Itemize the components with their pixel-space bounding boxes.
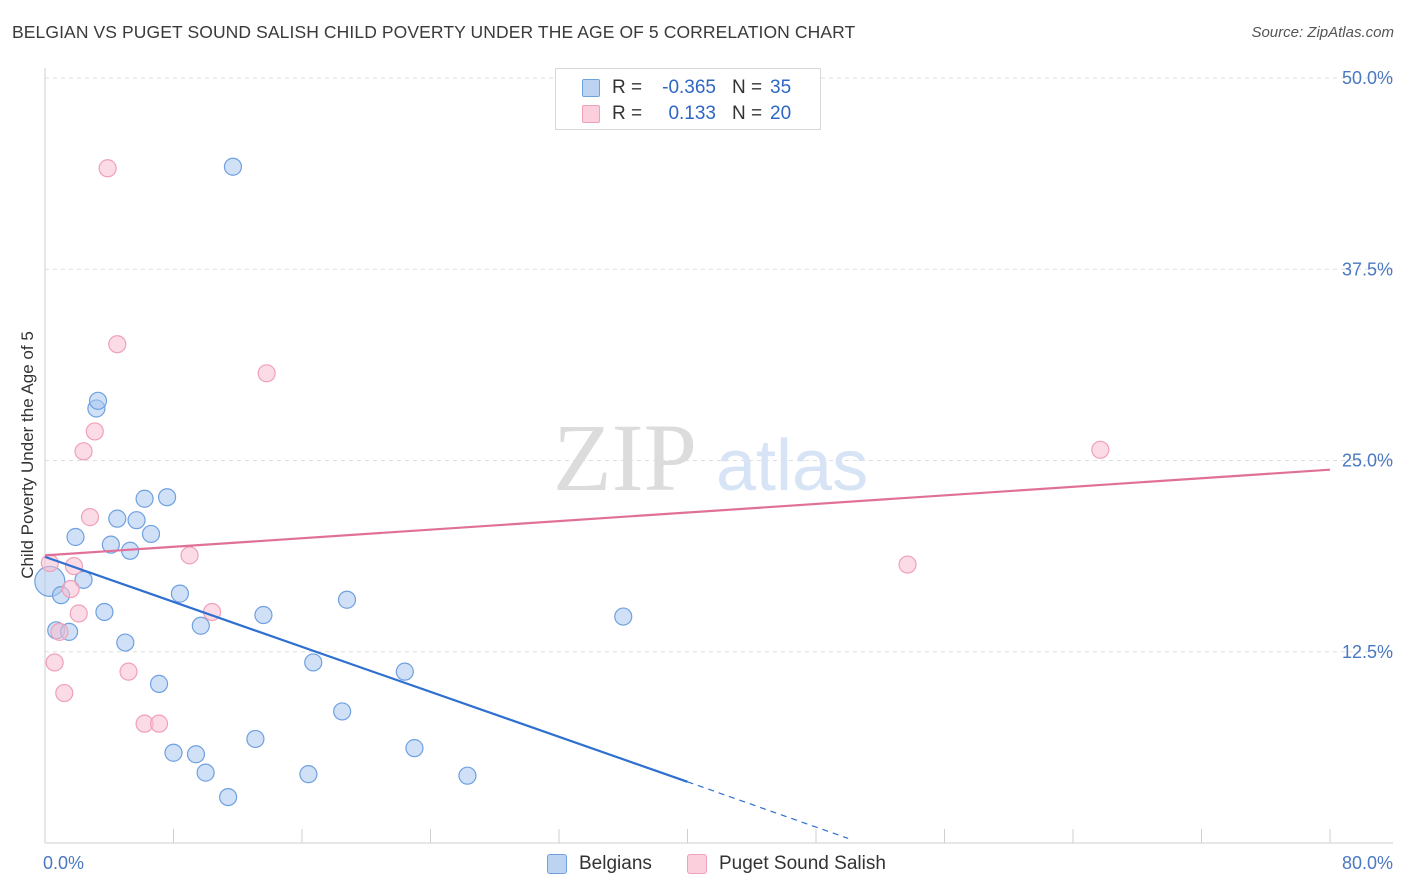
salish-point-4	[61, 579, 80, 599]
belgians-point-17	[157, 488, 177, 507]
r-value: 0.133	[668, 103, 716, 124]
y-tick-label-3: 50.0%	[1342, 68, 1393, 88]
belgians-swatch	[582, 79, 600, 97]
n-value: 20	[770, 103, 792, 124]
watermark: ZIP atlas	[553, 404, 868, 511]
belgians-trendline-extension	[687, 781, 849, 839]
x-tick-labels: 0.0% 80.0%	[43, 853, 1393, 873]
belgians-point-7	[88, 391, 108, 410]
belgians-point-22	[196, 763, 215, 782]
belgians-trendline	[44, 555, 688, 783]
salish-point-7	[74, 442, 93, 461]
belgians-point-21	[191, 616, 210, 635]
belgians-point-16	[149, 674, 169, 693]
watermark-zip: ZIP	[553, 404, 697, 511]
y-tick-label-2: 37.5%	[1342, 259, 1393, 279]
legend-label: Belgians	[579, 853, 652, 874]
chart-title: BELGIAN VS PUGET SOUND SALISH CHILD POVE…	[12, 22, 856, 42]
watermark-atlas: atlas	[716, 426, 868, 506]
belgians-point-20	[186, 745, 206, 764]
r-label: R =	[612, 77, 643, 98]
salish-point-15	[180, 546, 199, 565]
trendlines	[44, 468, 1331, 839]
salish-point-11	[108, 335, 127, 354]
salish-point-14	[149, 714, 169, 733]
y-tick-labels: 12.5% 25.0% 37.5% 50.0%	[1342, 68, 1393, 662]
n-label: N =	[732, 103, 763, 124]
belgians-point-25	[246, 729, 265, 749]
belgians-point-14	[135, 489, 154, 508]
salish-swatch	[687, 854, 707, 874]
belgians-point-8	[95, 602, 114, 622]
y-tick-label-0: 12.5%	[1342, 642, 1393, 662]
belgians-point-13	[127, 511, 146, 530]
belgians-point-34	[614, 607, 633, 626]
n-label: N =	[732, 77, 763, 98]
belgians-point-19	[170, 584, 190, 603]
belgians-point-32	[405, 739, 424, 758]
salish-point-19	[1091, 440, 1110, 459]
axes	[44, 68, 1393, 844]
x-tick-label-0: 0.0%	[43, 853, 84, 873]
salish-point-10	[98, 159, 117, 178]
salish-point-9	[85, 422, 104, 441]
series-puget-sound-salish	[40, 159, 1110, 733]
n-value: 35	[770, 77, 792, 98]
y-tick-label-1: 25.0%	[1342, 451, 1393, 471]
y-axis-label: Child Poverty Under the Age of 5	[18, 331, 37, 579]
belgians-point-9	[101, 535, 120, 554]
belgians-swatch	[547, 854, 567, 874]
belgians-point-33	[458, 766, 477, 785]
source-label: Source: ZipAtlas.com	[1251, 24, 1394, 41]
belgians-point-29	[333, 702, 352, 721]
salish-point-18	[898, 555, 917, 574]
belgians-point-28	[304, 653, 323, 672]
salish-point-8	[80, 508, 100, 527]
r-value: -0.365	[662, 77, 716, 98]
belgians-point-4	[66, 527, 85, 547]
x-tick-label-1: 80.0%	[1342, 853, 1393, 873]
salish-point-3	[55, 683, 74, 703]
series-belgians	[34, 157, 633, 807]
legend-label: Puget Sound Salish	[719, 853, 886, 874]
belgians-point-31	[395, 662, 414, 681]
series-legend: Belgians Puget Sound Salish	[0, 852, 1406, 878]
salish-point-2	[50, 622, 69, 641]
belgians-point-23	[219, 787, 238, 807]
grid-lines	[45, 77, 1393, 653]
salish-point-17	[257, 364, 276, 383]
belgians-point-24	[223, 157, 243, 176]
salish-point-1	[45, 653, 64, 672]
belgians-point-26	[254, 605, 273, 625]
belgians-point-18	[164, 743, 183, 762]
salish-point-0	[40, 553, 59, 573]
salish-point-6	[69, 604, 88, 623]
belgians-point-11	[116, 633, 135, 652]
belgians-point-15	[141, 524, 161, 544]
belgians-point-30	[337, 590, 357, 609]
salish-point-12	[119, 662, 138, 681]
r-label: R =	[612, 103, 643, 124]
belgians-point-27	[299, 765, 318, 784]
salish-swatch	[582, 105, 600, 123]
belgians-point-10	[108, 509, 127, 528]
salish-trendline	[44, 468, 1331, 557]
correlation-legend: R = -0.365 N = 35 R = 0.133 N = 20	[555, 68, 821, 130]
